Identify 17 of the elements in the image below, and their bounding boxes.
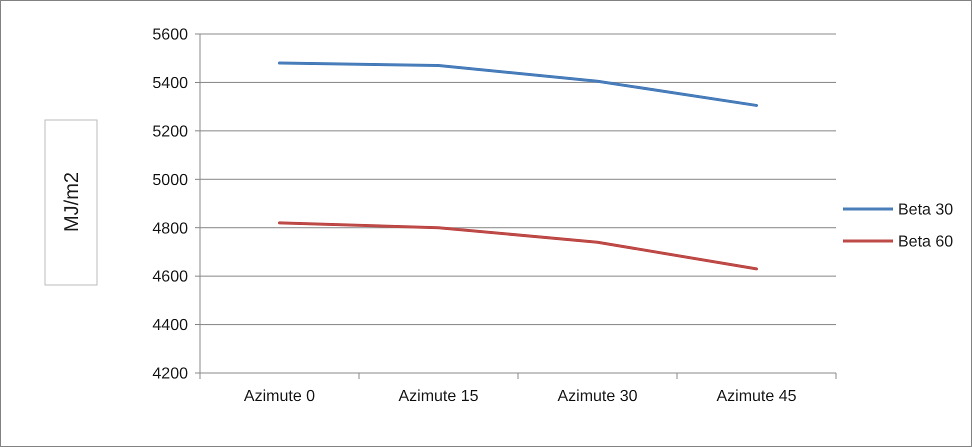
x-tick-label: Azimute 0: [244, 388, 316, 405]
legend-label: Beta 30: [898, 202, 954, 219]
y-axis-title: MJ/m2: [61, 172, 83, 232]
y-tick-label: 5400: [152, 75, 188, 92]
x-tick-label: Azimute 30: [557, 388, 638, 405]
x-tick-label: Azimute 15: [398, 388, 479, 405]
line-series: [278, 221, 758, 270]
y-tick-label: 5200: [152, 123, 188, 140]
y-tick-label: 5000: [152, 172, 188, 189]
y-tick-label: 5600: [152, 26, 188, 44]
y-tick-label: 4400: [152, 317, 188, 334]
x-tick-label: Azimute 45: [716, 388, 797, 405]
y-tick-label: 4200: [152, 366, 188, 383]
legend-label: Beta 60: [898, 234, 954, 251]
y-tick-label: 4600: [152, 268, 188, 286]
line-series: [278, 62, 758, 107]
y-tick-label: 4800: [152, 220, 188, 238]
